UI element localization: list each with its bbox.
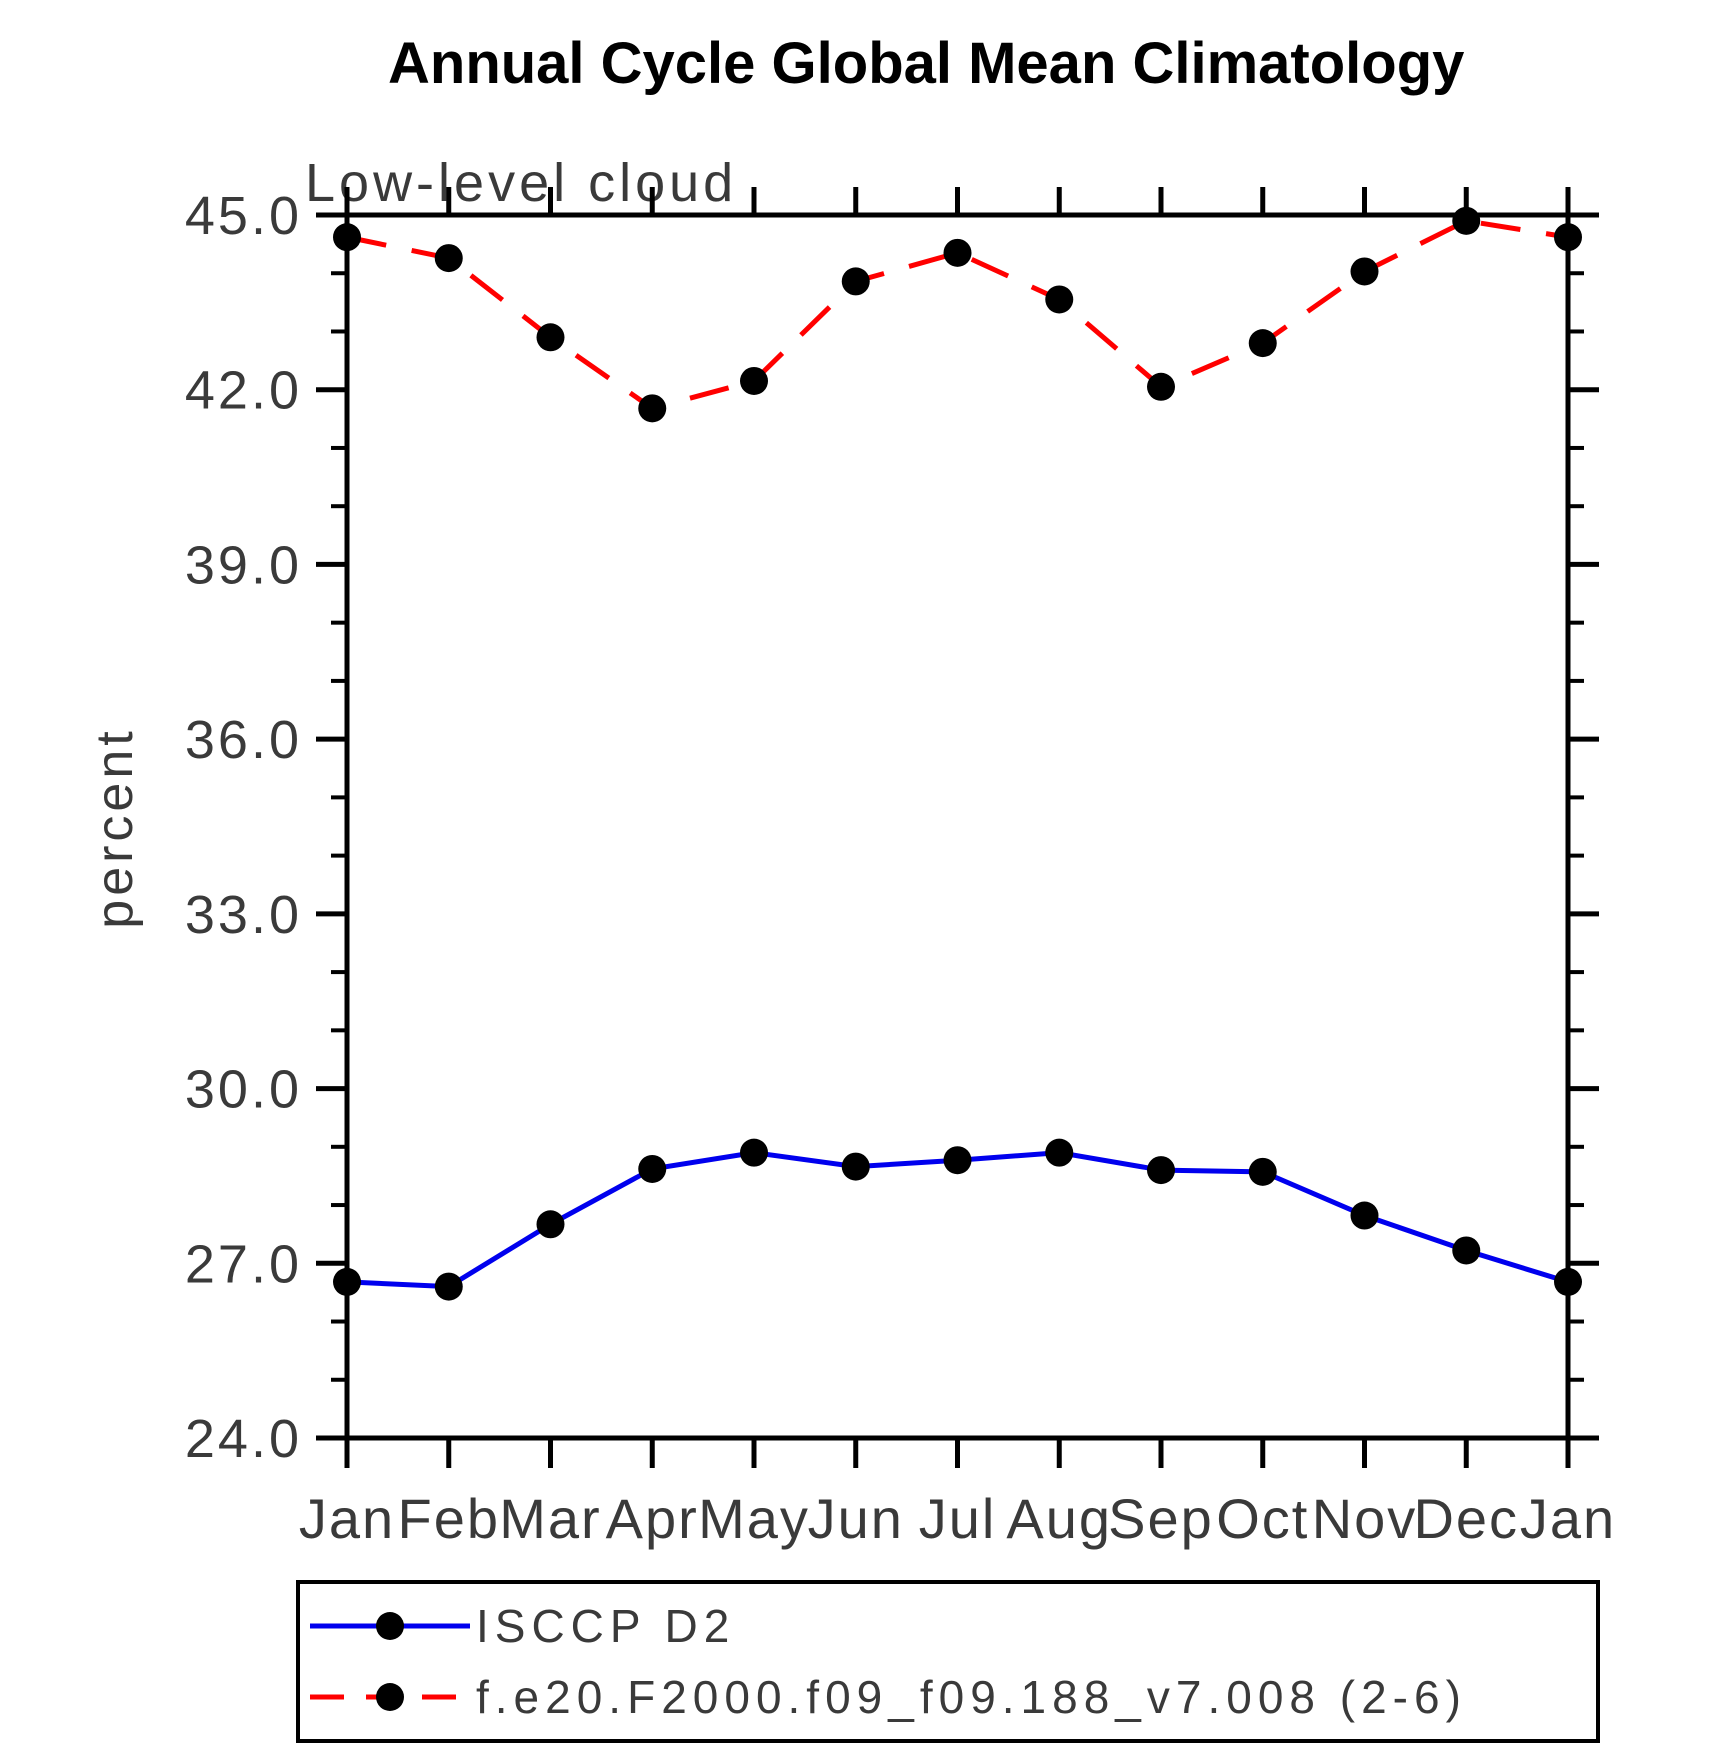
- x-tick-label: Jul: [919, 1487, 997, 1550]
- data-point: [1350, 1201, 1379, 1230]
- x-tick-label: Jan: [1520, 1487, 1616, 1550]
- data-point: [333, 1267, 361, 1296]
- data-point: [943, 238, 972, 267]
- x-tick-label: Nov: [1312, 1487, 1418, 1550]
- x-tick-label: Sep: [1108, 1487, 1214, 1550]
- data-point: [1045, 1138, 1074, 1167]
- data-point: [1147, 1156, 1175, 1185]
- y-tick-label: 24.0: [185, 1409, 302, 1469]
- x-tick-label: Mar: [499, 1487, 601, 1550]
- x-tick-label: Oct: [1216, 1487, 1309, 1550]
- legend-marker-icon: [376, 1611, 404, 1640]
- x-tick-label: Jun: [808, 1487, 904, 1550]
- data-point: [1248, 1157, 1277, 1186]
- x-tick-label: Jan: [299, 1487, 395, 1550]
- chart-subtitle: Low-level cloud: [305, 153, 738, 213]
- legend-line-sample-solid: [310, 1611, 470, 1640]
- data-point: [1554, 1267, 1582, 1296]
- y-tick-label: 27.0: [185, 1234, 302, 1294]
- data-point: [1045, 285, 1074, 314]
- x-tick-label: Dec: [1413, 1487, 1519, 1550]
- legend-line-sample-dashed: [310, 1683, 470, 1712]
- data-point: [1248, 329, 1277, 358]
- y-tick-label: 42.0: [185, 361, 302, 421]
- y-tick-label: 30.0: [185, 1060, 302, 1120]
- data-point: [333, 223, 361, 252]
- y-tick-label: 36.0: [185, 710, 302, 770]
- data-point: [943, 1146, 972, 1175]
- legend-entry-label: f.e20.F2000.f09_f09.188_v7.008 (2-6): [476, 1671, 1467, 1724]
- y-tick-label: 45.0: [185, 186, 302, 246]
- x-tick-label: May: [698, 1487, 810, 1550]
- legend-entry-isccp: ISCCP D2: [306, 1596, 1596, 1656]
- data-point: [1350, 257, 1379, 286]
- legend-marker-icon: [376, 1683, 404, 1712]
- x-tick-label: Apr: [606, 1487, 699, 1550]
- data-point: [1147, 372, 1175, 401]
- data-point: [638, 394, 667, 423]
- y-tick-label: 33.0: [185, 885, 302, 945]
- data-point: [1554, 223, 1582, 252]
- data-point: [536, 323, 565, 352]
- legend-entry-label: ISCCP D2: [476, 1599, 736, 1652]
- x-tick-label: Feb: [398, 1487, 501, 1550]
- data-point: [434, 244, 463, 273]
- data-point: [638, 1154, 667, 1183]
- data-point: [536, 1210, 565, 1239]
- data-point: [1452, 1236, 1481, 1265]
- data-point: [740, 1138, 768, 1167]
- x-tick-label: Aug: [1006, 1487, 1112, 1550]
- chart-title: Annual Cycle Global Mean Climatology: [388, 31, 1465, 96]
- legend-box: ISCCP D2 f.e20.F2000.f09_f09.188_v7.008 …: [296, 1580, 1600, 1743]
- data-point: [740, 366, 768, 395]
- data-point: [841, 267, 870, 296]
- data-point: [1452, 206, 1481, 235]
- axis-frame: [344, 212, 1571, 1441]
- data-point: [434, 1272, 463, 1301]
- data-point: [841, 1152, 870, 1181]
- y-tick-label: 39.0: [185, 535, 302, 595]
- legend-entry-model: f.e20.F2000.f09_f09.188_v7.008 (2-6): [306, 1667, 1596, 1727]
